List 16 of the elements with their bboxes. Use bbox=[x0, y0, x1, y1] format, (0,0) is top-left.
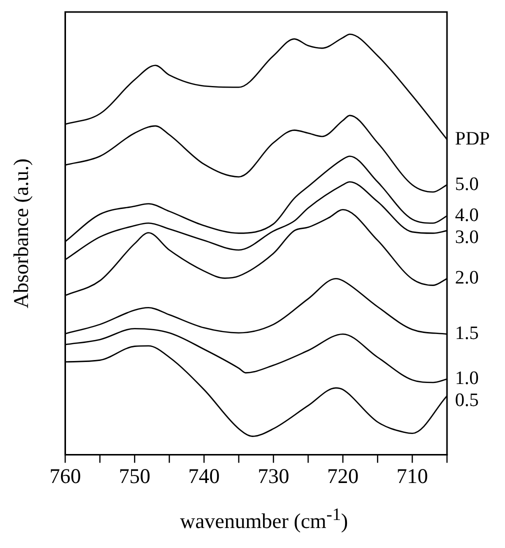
series-label: 2.0 bbox=[455, 268, 479, 289]
series-label: 5.0 bbox=[455, 174, 479, 195]
x-tick-label: 710 bbox=[396, 464, 428, 488]
series-label: 0.5 bbox=[455, 390, 479, 412]
x-tick-label: 740 bbox=[188, 464, 220, 488]
series-label: 3.0 bbox=[455, 226, 479, 248]
x-tick-label: 760 bbox=[49, 464, 81, 488]
x-axis-title: wavenumber (cm$^{-1}$) bbox=[179, 504, 349, 534]
x-tick-label: 730 bbox=[258, 464, 290, 488]
series-label: 1.0 bbox=[455, 368, 479, 390]
series-label: PDP bbox=[455, 128, 490, 150]
x-tick-label: 720 bbox=[327, 464, 359, 488]
series-label: 1.5 bbox=[455, 323, 479, 344]
y-axis-title: Absorbance (a.u.) bbox=[9, 158, 34, 308]
series-label: 4.0 bbox=[455, 204, 479, 226]
x-tick-label: 750 bbox=[118, 464, 150, 488]
